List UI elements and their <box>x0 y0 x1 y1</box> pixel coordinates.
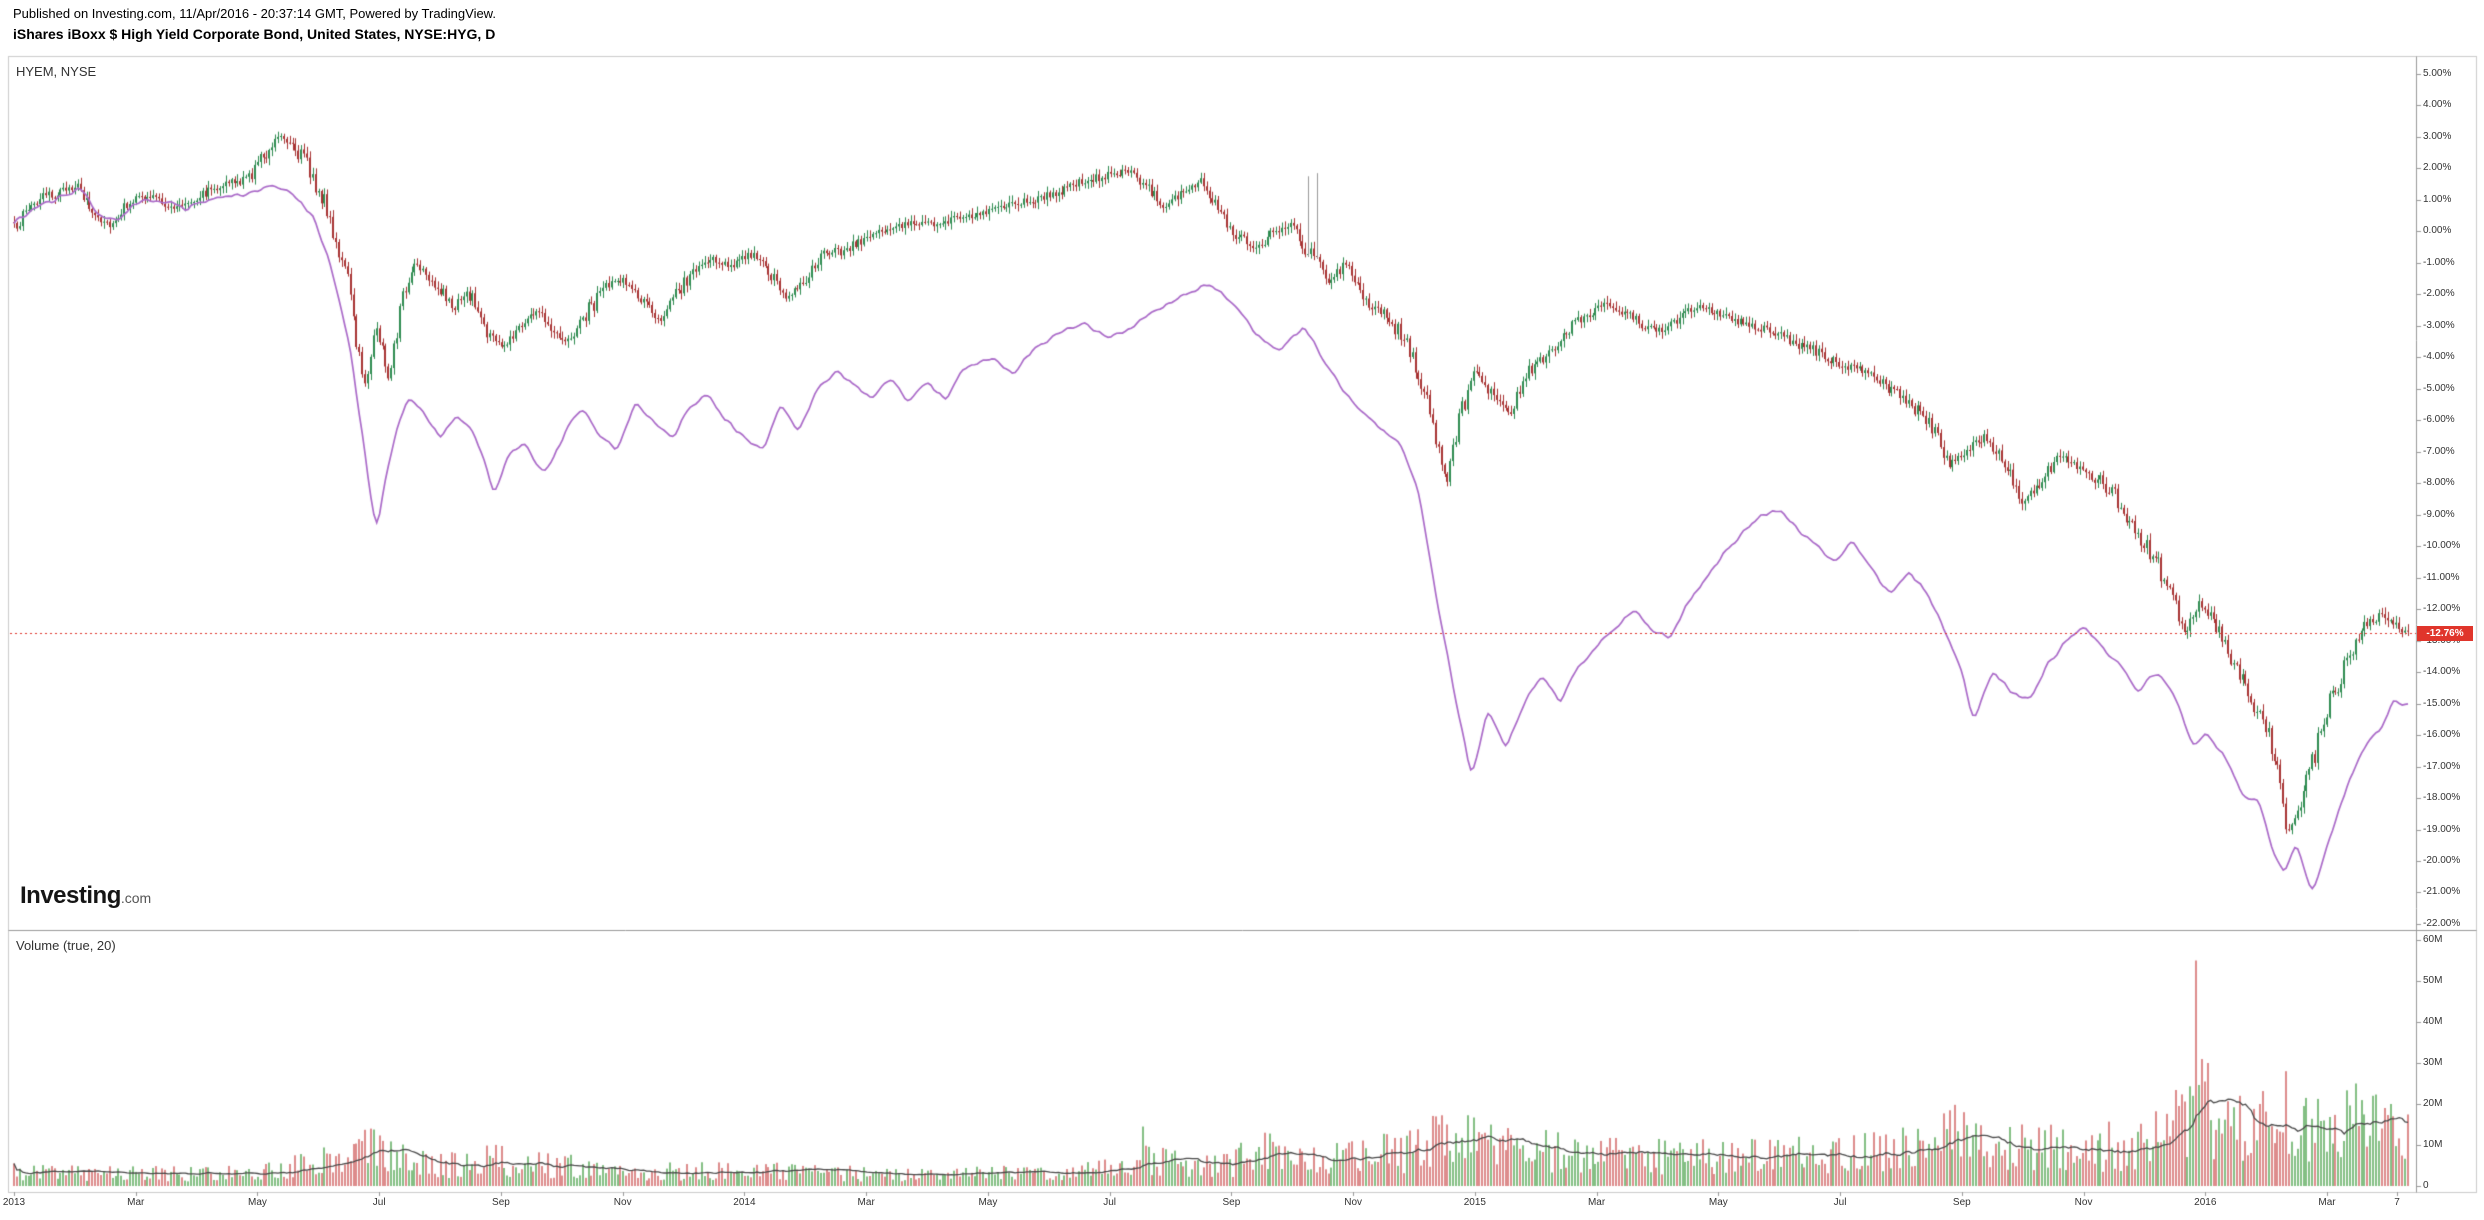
time-axis-label: 2015 <box>1463 1197 1486 1208</box>
volume-axis-tick: 40M <box>2423 1016 2443 1027</box>
price-axis-tick: 5.00% <box>2423 68 2452 79</box>
time-axis-label: Nov <box>613 1197 632 1208</box>
price-axis-tick: -2.00% <box>2423 288 2455 300</box>
price-axis-tick: 0.00% <box>2423 225 2452 237</box>
price-axis-tick: 3.00% <box>2423 130 2452 142</box>
price-axis-tick: 1.00% <box>2423 193 2452 205</box>
time-axis-label: May <box>1708 1197 1728 1208</box>
time-axis-label: Mar <box>2318 1197 2336 1208</box>
price-axis-tick: -11.00% <box>2423 571 2460 583</box>
overlay-symbol-label[interactable]: HYEM, NYSE <box>16 64 97 79</box>
time-axis-label: 2016 <box>2194 1197 2217 1208</box>
time-axis-label: May <box>978 1197 998 1208</box>
price-axis-tick: -19.00% <box>2423 823 2461 835</box>
time-axis-label: Jul <box>1833 1197 1847 1208</box>
investing-logo: Investing.com <box>20 882 151 910</box>
price-axis-tick: -3.00% <box>2423 319 2455 331</box>
last-price-label: -12.76% <box>2417 626 2473 642</box>
price-axis-tick: -8.00% <box>2423 477 2455 489</box>
time-axis-label: 7 <box>2394 1197 2400 1208</box>
price-axis-tick: -17.00% <box>2423 760 2461 772</box>
time-axis-label: Sep <box>1222 1197 1241 1208</box>
price-axis-tick: -22.00% <box>2423 917 2461 929</box>
price-axis-tick: -7.00% <box>2423 445 2455 457</box>
volume-axis-tick: 30M <box>2423 1057 2443 1068</box>
price-axis-tick: -10.00% <box>2423 540 2461 552</box>
time-axis-label: Sep <box>492 1197 510 1208</box>
time-axis-label: Jul <box>1103 1197 1117 1208</box>
price-axis-tick: 4.00% <box>2423 99 2452 111</box>
time-axis-label: Nov <box>1344 1197 1363 1208</box>
price-axis-tick: -5.00% <box>2423 382 2455 394</box>
volume-axis-tick: 50M <box>2423 975 2443 986</box>
time-axis-label: Sep <box>1952 1197 1971 1208</box>
price-axis-tick: -20.00% <box>2423 855 2461 866</box>
time-axis-label: Nov <box>2074 1197 2093 1208</box>
instrument-title: iShares iBoxx $ High Yield Corporate Bon… <box>13 26 496 42</box>
time-axis-label: May <box>248 1197 267 1208</box>
volume-axis-tick: 20M <box>2423 1098 2443 1109</box>
price-axis-tick: -4.00% <box>2423 351 2455 363</box>
price-axis-tick: -1.00% <box>2423 256 2455 268</box>
investing-logo-tld: .com <box>120 890 152 906</box>
volume-axis-tick: 0 <box>2423 1180 2429 1191</box>
price-axis-tick: -18.00% <box>2423 792 2461 804</box>
time-axis-label: 2013 <box>2 1197 26 1208</box>
price-axis-tick: -6.00% <box>2423 414 2455 426</box>
price-axis-tick: -14.00% <box>2423 666 2461 678</box>
volume-axis-tick: 10M <box>2423 1139 2443 1150</box>
price-axis-tick: -12.00% <box>2423 603 2461 615</box>
published-line: Published on Investing.com, 11/Apr/2016 … <box>13 6 496 21</box>
time-axis-label: Mar <box>1587 1197 1606 1208</box>
price-axis-tick: -21.00% <box>2423 886 2461 898</box>
time-axis-label: Mar <box>857 1197 875 1208</box>
volume-indicator-label[interactable]: Volume (true, 20) <box>16 938 116 953</box>
time-axis-label: 2014 <box>733 1197 756 1208</box>
time-axis-label: Jul <box>372 1197 386 1208</box>
price-axis-tick: -16.00% <box>2423 729 2461 741</box>
price-axis-tick: 2.00% <box>2423 162 2452 174</box>
investing-logo-name: Investing <box>20 882 121 909</box>
price-axis-tick: -15.00% <box>2423 697 2461 709</box>
price-axis-tick: -9.00% <box>2423 508 2455 520</box>
time-axis-label: Mar <box>127 1197 145 1208</box>
volume-axis-tick: 60M <box>2423 934 2443 945</box>
